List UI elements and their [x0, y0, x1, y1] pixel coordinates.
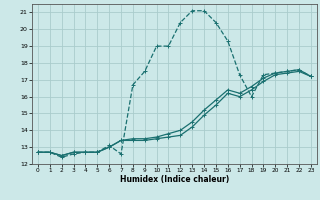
- X-axis label: Humidex (Indice chaleur): Humidex (Indice chaleur): [120, 175, 229, 184]
